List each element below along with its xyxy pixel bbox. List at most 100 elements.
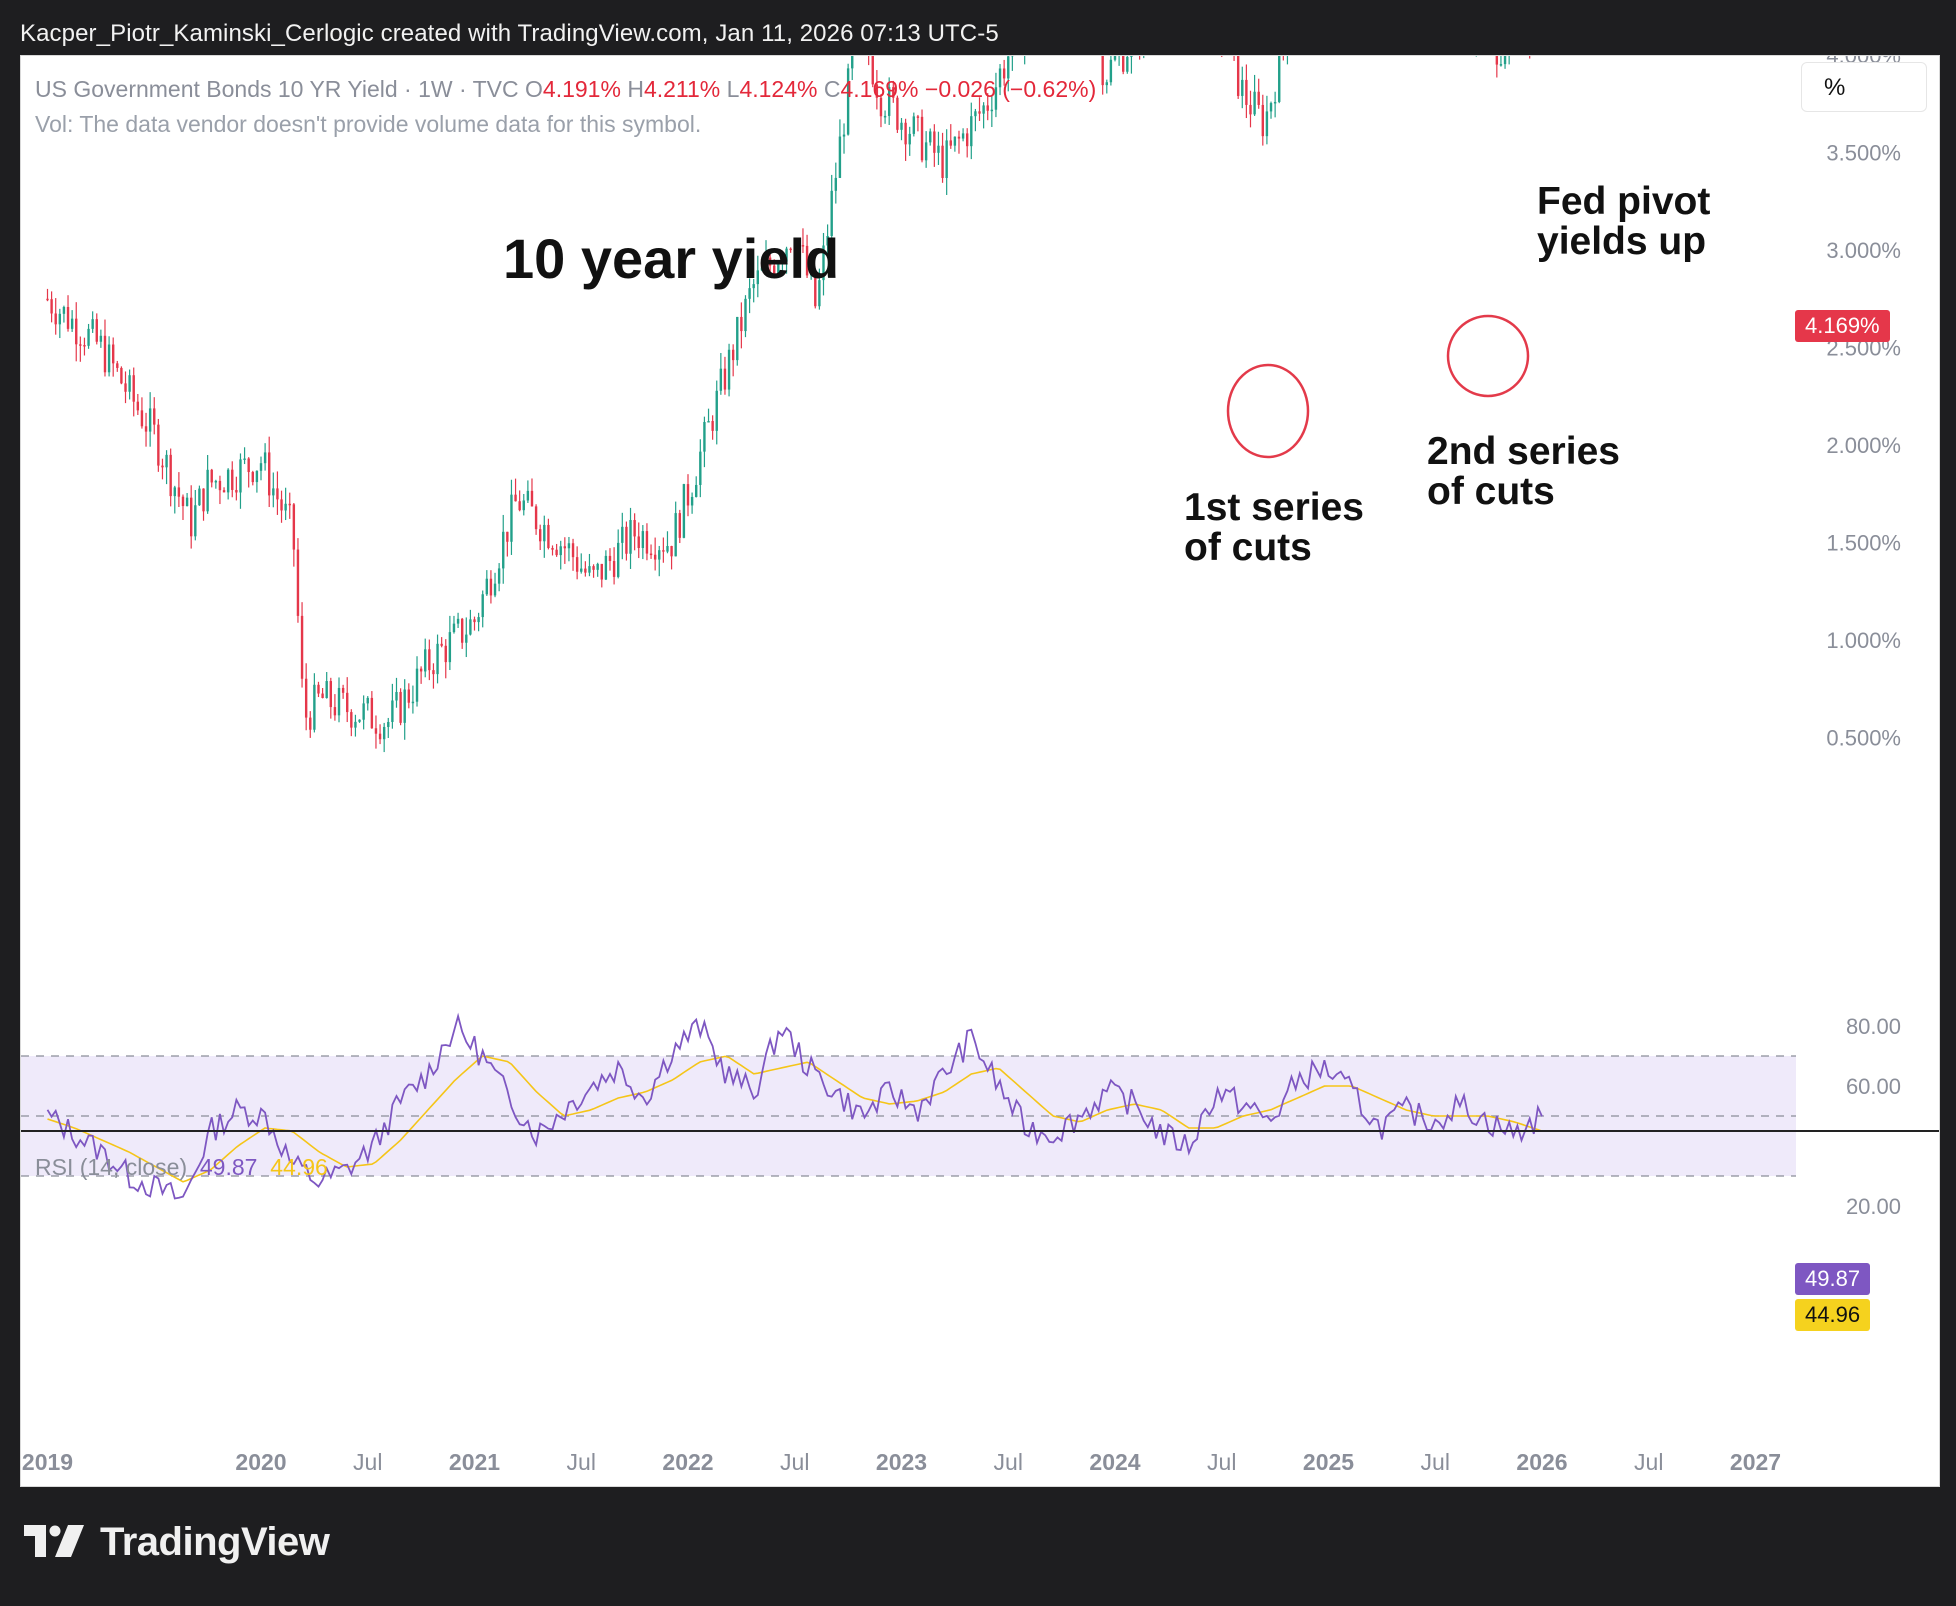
unit-button[interactable]: % — [1801, 62, 1927, 112]
candle-body — [374, 728, 378, 734]
candle-body — [469, 619, 472, 635]
candle-body — [674, 513, 677, 557]
candle-body — [350, 712, 353, 728]
candle-body — [740, 316, 743, 332]
close-value: 4.169% — [840, 76, 919, 102]
candle-body — [198, 488, 201, 506]
chart-caption: Kacper_Piotr_Kaminski_Cerlogic created w… — [20, 20, 999, 47]
rsi-axis-tick-label: 20.00 — [1846, 1194, 1901, 1219]
axis-layer: 5.000%4.500%4.000%3.500%3.000%2.500%2.00… — [21, 56, 1939, 1475]
candle-body — [970, 116, 973, 147]
candle-body — [900, 122, 903, 130]
candle-body — [1101, 56, 1104, 86]
candle-body — [629, 520, 632, 554]
candle-body — [432, 670, 435, 675]
candle-body — [781, 261, 784, 265]
candle-body — [953, 136, 957, 146]
candle-body — [136, 401, 140, 411]
candle-body — [842, 134, 846, 137]
candle-body — [580, 568, 583, 572]
candle-body — [62, 306, 66, 314]
rsi-label[interactable]: RSI (14, close) — [35, 1154, 188, 1180]
tradingview-brand[interactable]: TradingView — [24, 1520, 330, 1565]
candle-body — [321, 693, 324, 698]
candle-body — [366, 697, 369, 704]
candle-body — [567, 543, 571, 549]
time-axis-tick-label: Jul — [1207, 1449, 1236, 1475]
time-axis-tick-label: 2026 — [1516, 1449, 1567, 1475]
candle-body — [592, 566, 595, 570]
candle-body — [707, 421, 710, 423]
candle-body — [600, 563, 603, 580]
candle-body — [986, 105, 989, 111]
rsi-legend: RSI (14, close) 49.87 44.96 — [35, 1154, 328, 1181]
candle-body — [887, 87, 891, 116]
candle-body — [949, 140, 952, 146]
candle-body — [522, 500, 525, 511]
candle-body — [272, 488, 275, 496]
candle-body — [559, 546, 562, 556]
candle-body — [304, 678, 308, 718]
price-axis-tick-label: 0.500% — [1826, 726, 1901, 751]
candle-body — [534, 506, 538, 530]
candle-body — [268, 452, 271, 496]
candle-body — [612, 561, 616, 577]
candle-body — [502, 531, 505, 569]
candle-body — [95, 319, 98, 342]
candle-body — [403, 689, 406, 723]
candle-body — [288, 503, 291, 506]
high-value: 4.211% — [643, 76, 721, 102]
candle-body — [773, 265, 776, 274]
candle-body — [444, 645, 447, 663]
candle-body — [978, 111, 981, 114]
last-price-tag: 4.169% — [1795, 310, 1890, 342]
candle-body — [1253, 91, 1256, 115]
candle-body — [181, 496, 185, 507]
candle-body — [325, 681, 328, 698]
candle-body — [514, 494, 517, 502]
candle-body — [91, 319, 94, 329]
candle-body — [916, 116, 920, 118]
candle-body — [481, 594, 484, 618]
candle-body — [756, 270, 759, 285]
candle-body — [452, 623, 456, 633]
candle-body — [358, 719, 361, 722]
candle-body — [588, 566, 591, 573]
candle-body — [608, 555, 612, 562]
candle-body — [132, 375, 135, 402]
candle-body — [395, 691, 398, 701]
candle-body — [801, 245, 805, 247]
candle-body — [354, 721, 357, 728]
candle-body — [128, 375, 131, 392]
high-label: H — [627, 76, 644, 102]
time-axis-tick-label: Jul — [353, 1449, 382, 1475]
candle-body — [715, 390, 718, 431]
candle-body — [1236, 56, 1240, 96]
candle-body — [727, 349, 731, 390]
candle-body — [120, 367, 123, 384]
candle-body — [424, 649, 427, 672]
price-axis-tick-label: 1.500% — [1826, 531, 1901, 556]
candle-body — [103, 335, 107, 373]
candle-body — [370, 697, 374, 729]
candle-body — [235, 489, 238, 493]
candle-body — [473, 619, 476, 623]
candle-body — [140, 410, 144, 427]
chart-canvas[interactable]: 5.000%4.500%4.000%3.500%3.000%2.500%2.00… — [21, 56, 1939, 1486]
candle-body — [814, 272, 817, 307]
candle-body — [436, 643, 439, 675]
candle-body — [571, 543, 575, 558]
time-axis-tick-label: 2023 — [876, 1449, 927, 1475]
candle-body — [309, 717, 312, 730]
candle-body — [259, 463, 263, 471]
candle-body — [662, 550, 665, 552]
candle-body — [448, 632, 452, 663]
candle-body — [625, 526, 628, 554]
candle-body — [526, 490, 530, 501]
time-axis-tick-label: Jul — [567, 1449, 596, 1475]
time-axis-tick-label: 2019 — [22, 1449, 73, 1475]
candle-body — [551, 547, 554, 550]
candle-body — [428, 649, 431, 671]
time-axis-tick-label: Jul — [1634, 1449, 1663, 1475]
symbol-name[interactable]: US Government Bonds 10 YR Yield · 1W · T… — [35, 76, 519, 102]
